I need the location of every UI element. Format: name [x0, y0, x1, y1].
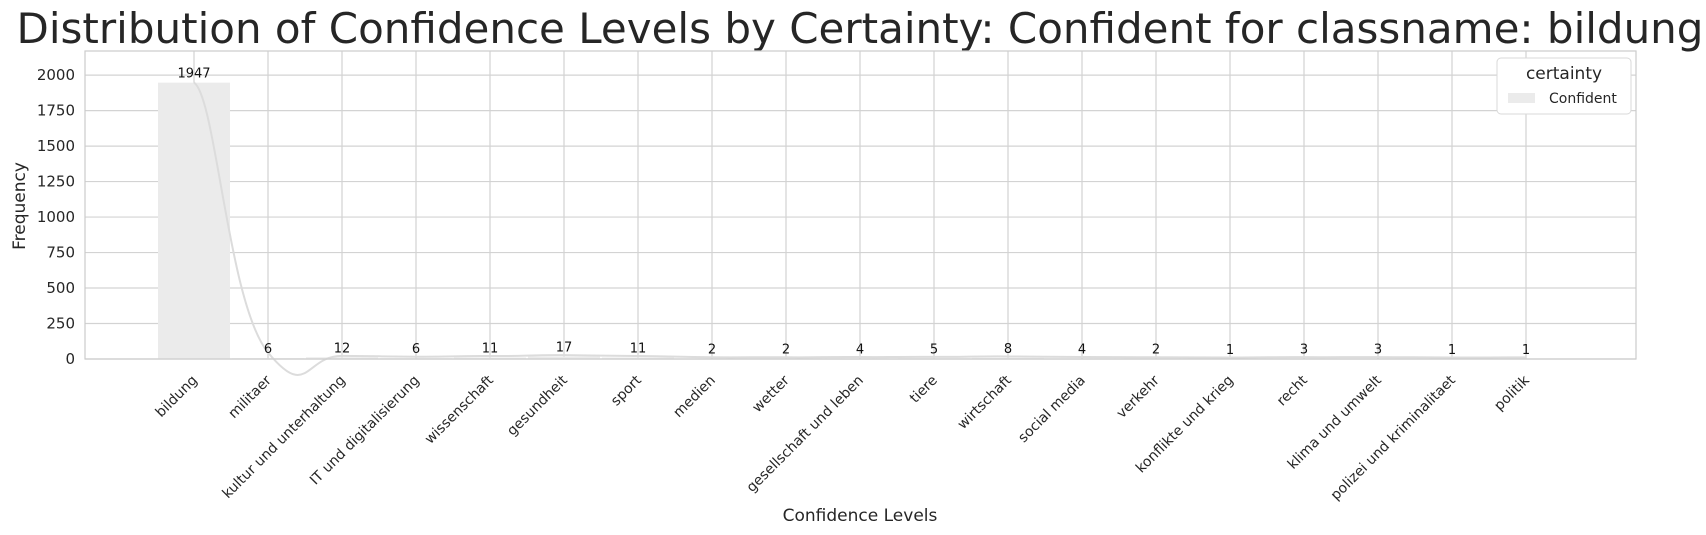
- data-label: 1947: [177, 67, 210, 82]
- data-label: 8: [1004, 342, 1012, 357]
- x-tick-label: medien: [670, 373, 718, 421]
- data-label: 6: [412, 342, 420, 357]
- x-tick-label: wissenschaft: [422, 372, 497, 447]
- bar: [454, 357, 526, 359]
- data-label: 1: [1226, 343, 1234, 358]
- y-tick-label: 500: [46, 279, 75, 297]
- data-label: 11: [482, 341, 499, 356]
- data-label: 1: [1448, 343, 1456, 358]
- y-tick-label: 250: [46, 315, 75, 333]
- legend: certainty Confident: [1496, 57, 1632, 115]
- x-axis-label: Confidence Levels: [783, 506, 938, 526]
- data-label: 12: [334, 341, 351, 356]
- y-tick-label: 0: [65, 350, 75, 368]
- y-axis-label: Frequency: [10, 162, 30, 250]
- x-tick-label: wetter: [749, 372, 793, 416]
- grid: [85, 51, 1636, 360]
- x-tick-label: polizei und kriminalitaet: [1328, 372, 1459, 503]
- data-label: 11: [630, 341, 647, 356]
- x-tick-label: gesundheit: [504, 372, 571, 439]
- bar: [306, 357, 378, 359]
- y-tick-label: 1250: [37, 173, 75, 191]
- data-label: 2: [1152, 343, 1160, 358]
- x-tick-label: bildung: [153, 373, 201, 421]
- y-tick-label: 2000: [37, 66, 75, 84]
- x-tick-label: politik: [1491, 372, 1533, 414]
- x-tick-label: tiere: [907, 373, 941, 407]
- data-label: 17: [556, 341, 573, 356]
- data-label: 5: [930, 342, 938, 357]
- legend-series-label: Confident: [1549, 91, 1617, 107]
- x-tick-label: social media: [1015, 373, 1089, 447]
- data-label: 1: [1522, 343, 1530, 358]
- x-tick-label: recht: [1274, 372, 1311, 409]
- y-tick-label: 1500: [37, 137, 75, 155]
- data-label: 6: [264, 342, 272, 357]
- bar: [158, 82, 230, 359]
- x-tick-label: wirtschaft: [955, 372, 1016, 433]
- bar: [528, 356, 600, 359]
- y-axis-ticks: 0 250 500 750 1000 1250 1500 1750 2000: [37, 66, 75, 368]
- data-label: 4: [1078, 342, 1086, 357]
- x-tick-label: militaer: [226, 372, 275, 421]
- kde-line: [193, 81, 1527, 376]
- x-tick-label: sport: [608, 372, 645, 409]
- data-label: 2: [708, 343, 716, 358]
- chart-title: Distribution of Confidence Levels by Cer…: [17, 4, 1704, 53]
- bar: [602, 357, 674, 359]
- bars: [158, 82, 1562, 359]
- y-tick-label: 1750: [37, 102, 75, 120]
- data-label: 2: [782, 343, 790, 358]
- legend-title: certainty: [1526, 64, 1602, 84]
- x-tick-label: kultur und unterhaltung: [219, 373, 348, 502]
- kde-curve: [193, 81, 1527, 376]
- plot-frame: [84, 50, 1637, 360]
- x-tick-label: verkehr: [1114, 372, 1163, 421]
- data-label: 4: [856, 342, 864, 357]
- y-tick-label: 1000: [37, 208, 75, 226]
- legend-swatch: [1508, 93, 1535, 103]
- data-label: 3: [1374, 343, 1382, 358]
- y-tick-label: 750: [46, 244, 75, 262]
- data-label: 3: [1300, 343, 1308, 358]
